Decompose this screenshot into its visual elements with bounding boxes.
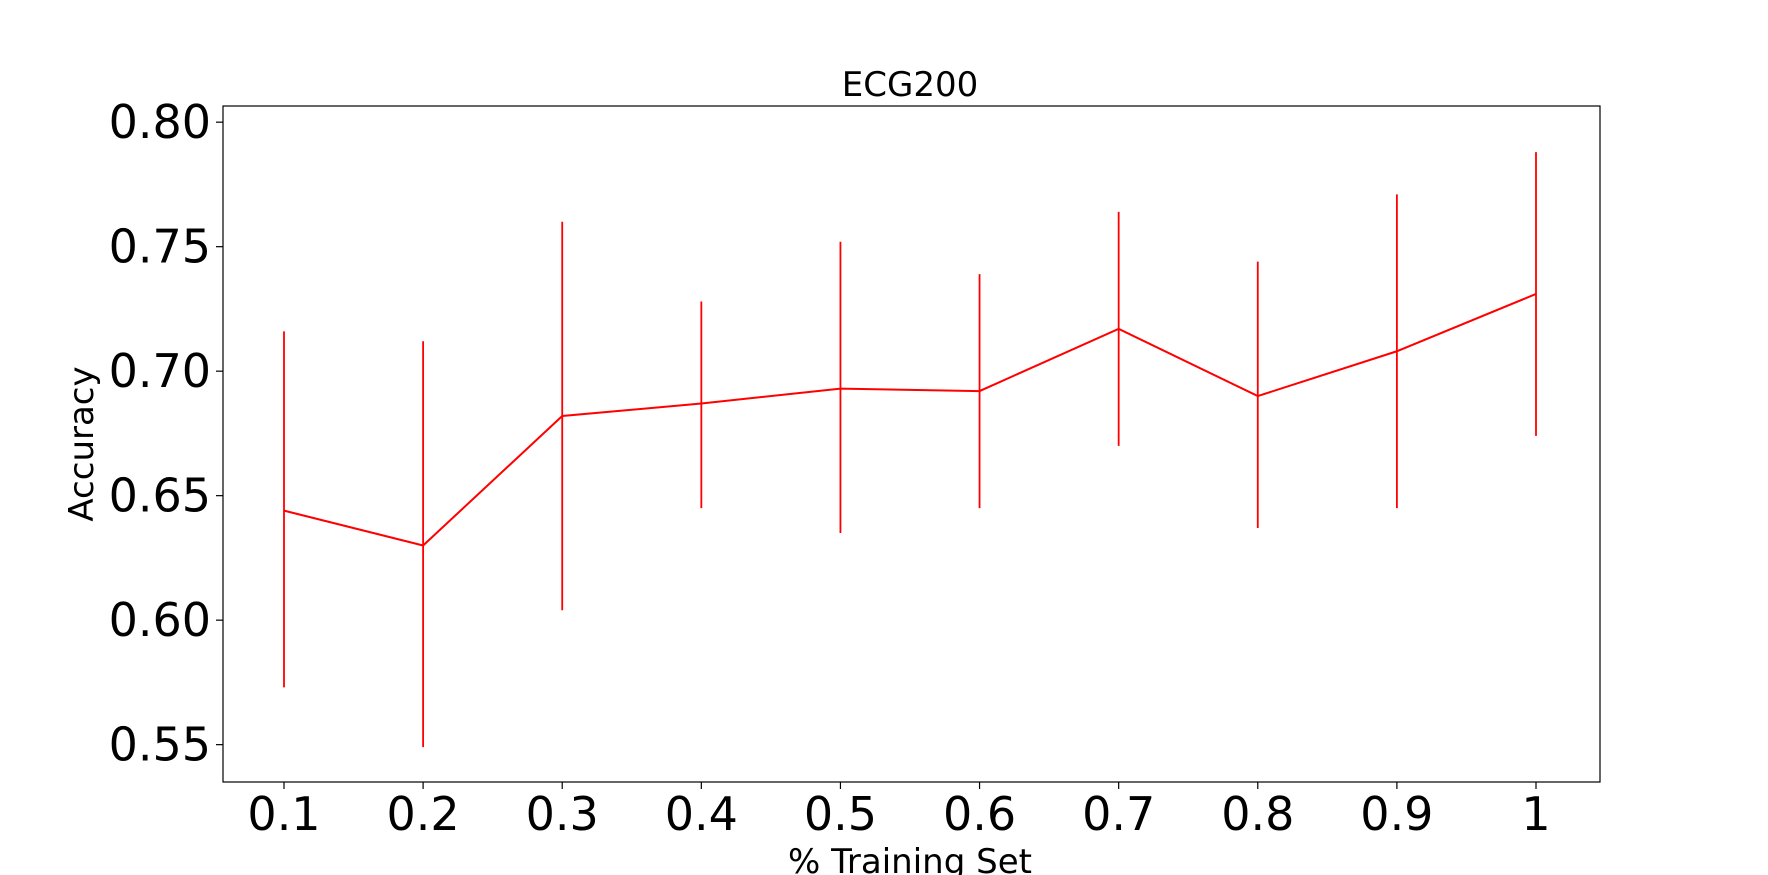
- y-tick-label: 0.80: [109, 95, 211, 149]
- x-tick-label: 0.5: [804, 787, 877, 841]
- plot-frame: [222, 105, 1601, 783]
- x-tick-label: 0.2: [387, 787, 460, 841]
- x-tick-label: 0.9: [1360, 787, 1433, 841]
- x-axis: 0.1 0.2 0.3 0.4 0.5 0.6 0.7 0.8 0.9 1: [247, 782, 1551, 841]
- y-tick-label: 0.70: [109, 344, 211, 398]
- y-tick-label: 0.75: [109, 220, 211, 274]
- x-tick-label: 0.6: [943, 787, 1016, 841]
- x-tick-label: 0.4: [665, 787, 738, 841]
- y-tick-label: 0.60: [109, 593, 211, 647]
- x-tick-label: 0.7: [1082, 787, 1155, 841]
- y-tick-label: 0.65: [109, 469, 211, 523]
- y-axis: 0.55 0.60 0.65 0.70 0.75 0.80: [109, 95, 223, 772]
- plot-area: [283, 152, 1537, 748]
- x-tick-label: 0.1: [247, 787, 320, 841]
- y-tick-label: 0.55: [109, 718, 211, 772]
- x-tick-label: 0.8: [1221, 787, 1294, 841]
- x-tick-label: 1: [1521, 787, 1550, 841]
- y-axis-title: Accuracy: [62, 366, 102, 521]
- chart-title: ECG200: [842, 65, 978, 105]
- series-line: [283, 293, 1537, 547]
- x-axis-title: % Training Set: [788, 842, 1032, 875]
- x-tick-label: 0.3: [526, 787, 599, 841]
